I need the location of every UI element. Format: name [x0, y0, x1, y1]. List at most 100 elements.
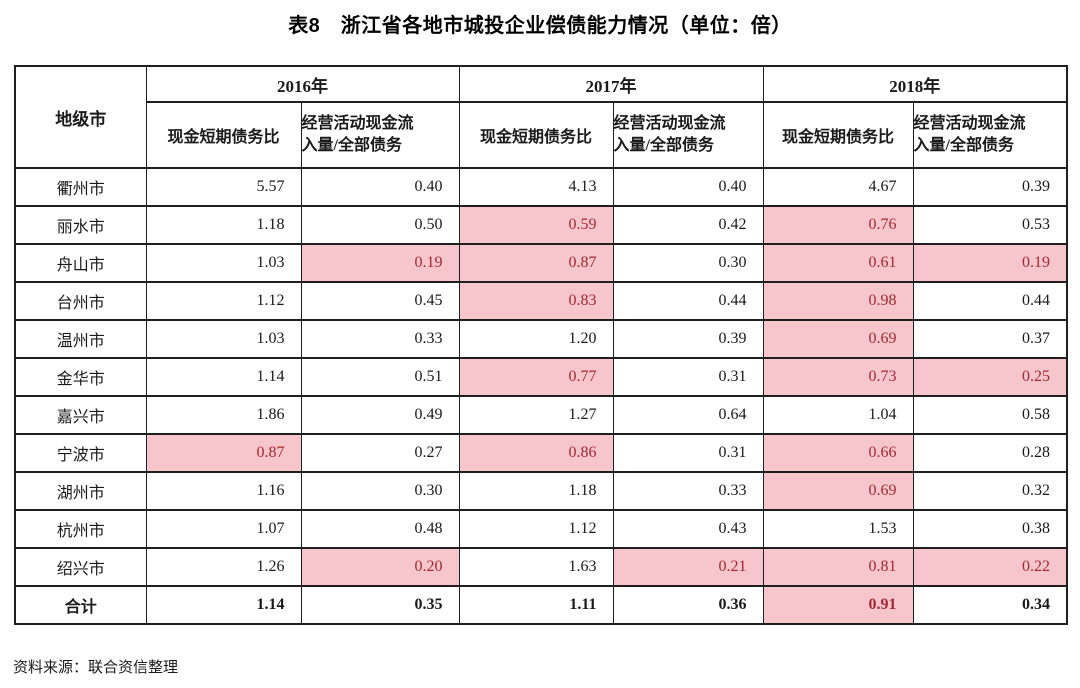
value-cell: 1.03 [145, 243, 302, 283]
metric-header-cash-2016: 现金短期债务比 [145, 101, 302, 169]
metric-header-row: 现金短期债务比 经营活动现金流 入量/全部债务 现金短期债务比 经营活动现金流 … [15, 101, 1068, 169]
table-row: 绍兴市 1.26 0.20 1.63 0.21 0.81 0.22 [14, 547, 1068, 587]
year-header-2017: 2017年 [458, 65, 764, 103]
value-cell: 0.35 [300, 585, 460, 625]
metric-header-opsflow-2017: 经营活动现金流 入量/全部债务 [612, 101, 764, 169]
city-cell: 金华市 [14, 357, 147, 397]
source-note: 资料来源：联合资信整理 [13, 660, 179, 676]
value-cell: 0.53 [912, 205, 1068, 245]
value-cell: 1.07 [145, 509, 302, 549]
value-cell: 0.31 [612, 357, 764, 397]
city-cell: 台州市 [14, 281, 147, 321]
table-header: 地级市 2016年 2017年 2018年 现金短期债务比 经营活动现金流 入量… [14, 65, 1068, 169]
value-cell: 0.27 [300, 433, 460, 473]
city-cell: 嘉兴市 [14, 395, 147, 435]
value-cell: 0.30 [300, 471, 460, 511]
table-body: 衢州市 5.57 0.40 4.13 0.40 4.67 0.39 丽水市 1.18 0.50 0.… [14, 167, 1068, 625]
city-cell: 杭州市 [14, 509, 147, 549]
city-cell: 绍兴市 [14, 547, 147, 587]
value-cell: 0.76 [762, 205, 914, 245]
value-cell: 0.22 [912, 547, 1068, 587]
table-row: 嘉兴市 1.86 0.49 1.27 0.64 1.04 0.58 [14, 395, 1068, 435]
value-cell: 1.12 [145, 281, 302, 321]
city-cell: 温州市 [14, 319, 147, 359]
value-cell: 0.39 [912, 167, 1068, 207]
value-cell: 1.26 [145, 547, 302, 587]
city-cell: 衢州市 [14, 167, 147, 207]
value-cell: 1.18 [145, 205, 302, 245]
value-cell: 0.43 [612, 509, 764, 549]
value-cell: 1.14 [145, 585, 302, 625]
value-cell: 0.48 [300, 509, 460, 549]
value-cell: 0.36 [612, 585, 764, 625]
metric-header-cash-2017: 现金短期债务比 [458, 101, 614, 169]
value-cell: 0.30 [612, 243, 764, 283]
value-cell: 0.45 [300, 281, 460, 321]
total-row: 合计 1.14 0.35 1.11 0.36 0.91 0.34 [14, 585, 1068, 625]
value-cell: 1.63 [458, 547, 614, 587]
value-cell: 0.20 [300, 547, 460, 587]
value-cell: 0.64 [612, 395, 764, 435]
value-cell: 0.39 [612, 319, 764, 359]
value-cell: 0.19 [300, 243, 460, 283]
value-cell: 1.86 [145, 395, 302, 435]
value-cell: 0.40 [300, 167, 460, 207]
value-cell: 0.86 [458, 433, 614, 473]
value-cell: 1.12 [458, 509, 614, 549]
table-row: 温州市 1.03 0.33 1.20 0.39 0.69 0.37 [14, 319, 1068, 359]
value-cell: 1.04 [762, 395, 914, 435]
year-header-row: 地级市 2016年 2017年 2018年 [14, 65, 1068, 169]
value-cell: 0.42 [612, 205, 764, 245]
city-cell: 宁波市 [14, 433, 147, 473]
metric-header-cash-2018: 现金短期债务比 [762, 101, 914, 169]
value-cell: 0.44 [612, 281, 764, 321]
value-cell: 1.03 [145, 319, 302, 359]
value-cell: 0.73 [762, 357, 914, 397]
value-cell: 0.31 [612, 433, 764, 473]
value-cell: 1.16 [145, 471, 302, 511]
value-cell: 0.19 [912, 243, 1068, 283]
value-cell: 1.14 [145, 357, 302, 397]
value-cell: 0.32 [912, 471, 1068, 511]
value-cell: 0.66 [762, 433, 914, 473]
value-cell: 0.98 [762, 281, 914, 321]
value-cell: 4.13 [458, 167, 614, 207]
value-cell: 1.27 [458, 395, 614, 435]
value-cell: 5.57 [145, 167, 302, 207]
table-row: 宁波市 0.87 0.27 0.86 0.31 0.66 0.28 [14, 433, 1068, 473]
value-cell: 0.34 [912, 585, 1068, 625]
table-row: 台州市 1.12 0.45 0.83 0.44 0.98 0.44 [14, 281, 1068, 321]
value-cell: 0.83 [458, 281, 614, 321]
value-cell: 0.38 [912, 509, 1068, 549]
value-cell: 0.21 [612, 547, 764, 587]
value-cell: 1.11 [458, 585, 614, 625]
value-cell: 0.33 [612, 471, 764, 511]
value-cell: 1.18 [458, 471, 614, 511]
city-cell: 舟山市 [14, 243, 147, 283]
metric-header-opsflow-2016: 经营活动现金流 入量/全部债务 [300, 101, 460, 169]
value-cell: 0.37 [912, 319, 1068, 359]
metric-header-opsflow-2018: 经营活动现金流 入量/全部债务 [912, 101, 1068, 169]
value-cell: 0.91 [762, 585, 914, 625]
table-row: 衢州市 5.57 0.40 4.13 0.40 4.67 0.39 [14, 167, 1068, 207]
city-cell: 合计 [14, 585, 147, 625]
value-cell: 0.25 [912, 357, 1068, 397]
value-cell: 0.59 [458, 205, 614, 245]
value-cell: 0.69 [762, 471, 914, 511]
value-cell: 0.81 [762, 547, 914, 587]
table-row: 金华市 1.14 0.51 0.77 0.31 0.73 0.25 [14, 357, 1068, 397]
value-cell: 0.69 [762, 319, 914, 359]
value-cell: 0.50 [300, 205, 460, 245]
value-cell: 0.33 [300, 319, 460, 359]
value-cell: 0.87 [458, 243, 614, 283]
table-row: 湖州市 1.16 0.30 1.18 0.33 0.69 0.32 [14, 471, 1068, 511]
value-cell: 0.44 [912, 281, 1068, 321]
value-cell: 4.67 [762, 167, 914, 207]
city-cell: 湖州市 [14, 471, 147, 511]
value-cell: 0.49 [300, 395, 460, 435]
table-title: 表8 浙江省各地市城投企业偿债能力情况（单位：倍） [288, 15, 792, 37]
city-cell: 丽水市 [14, 205, 147, 245]
year-header-2016: 2016年 [145, 65, 460, 103]
value-cell: 0.51 [300, 357, 460, 397]
